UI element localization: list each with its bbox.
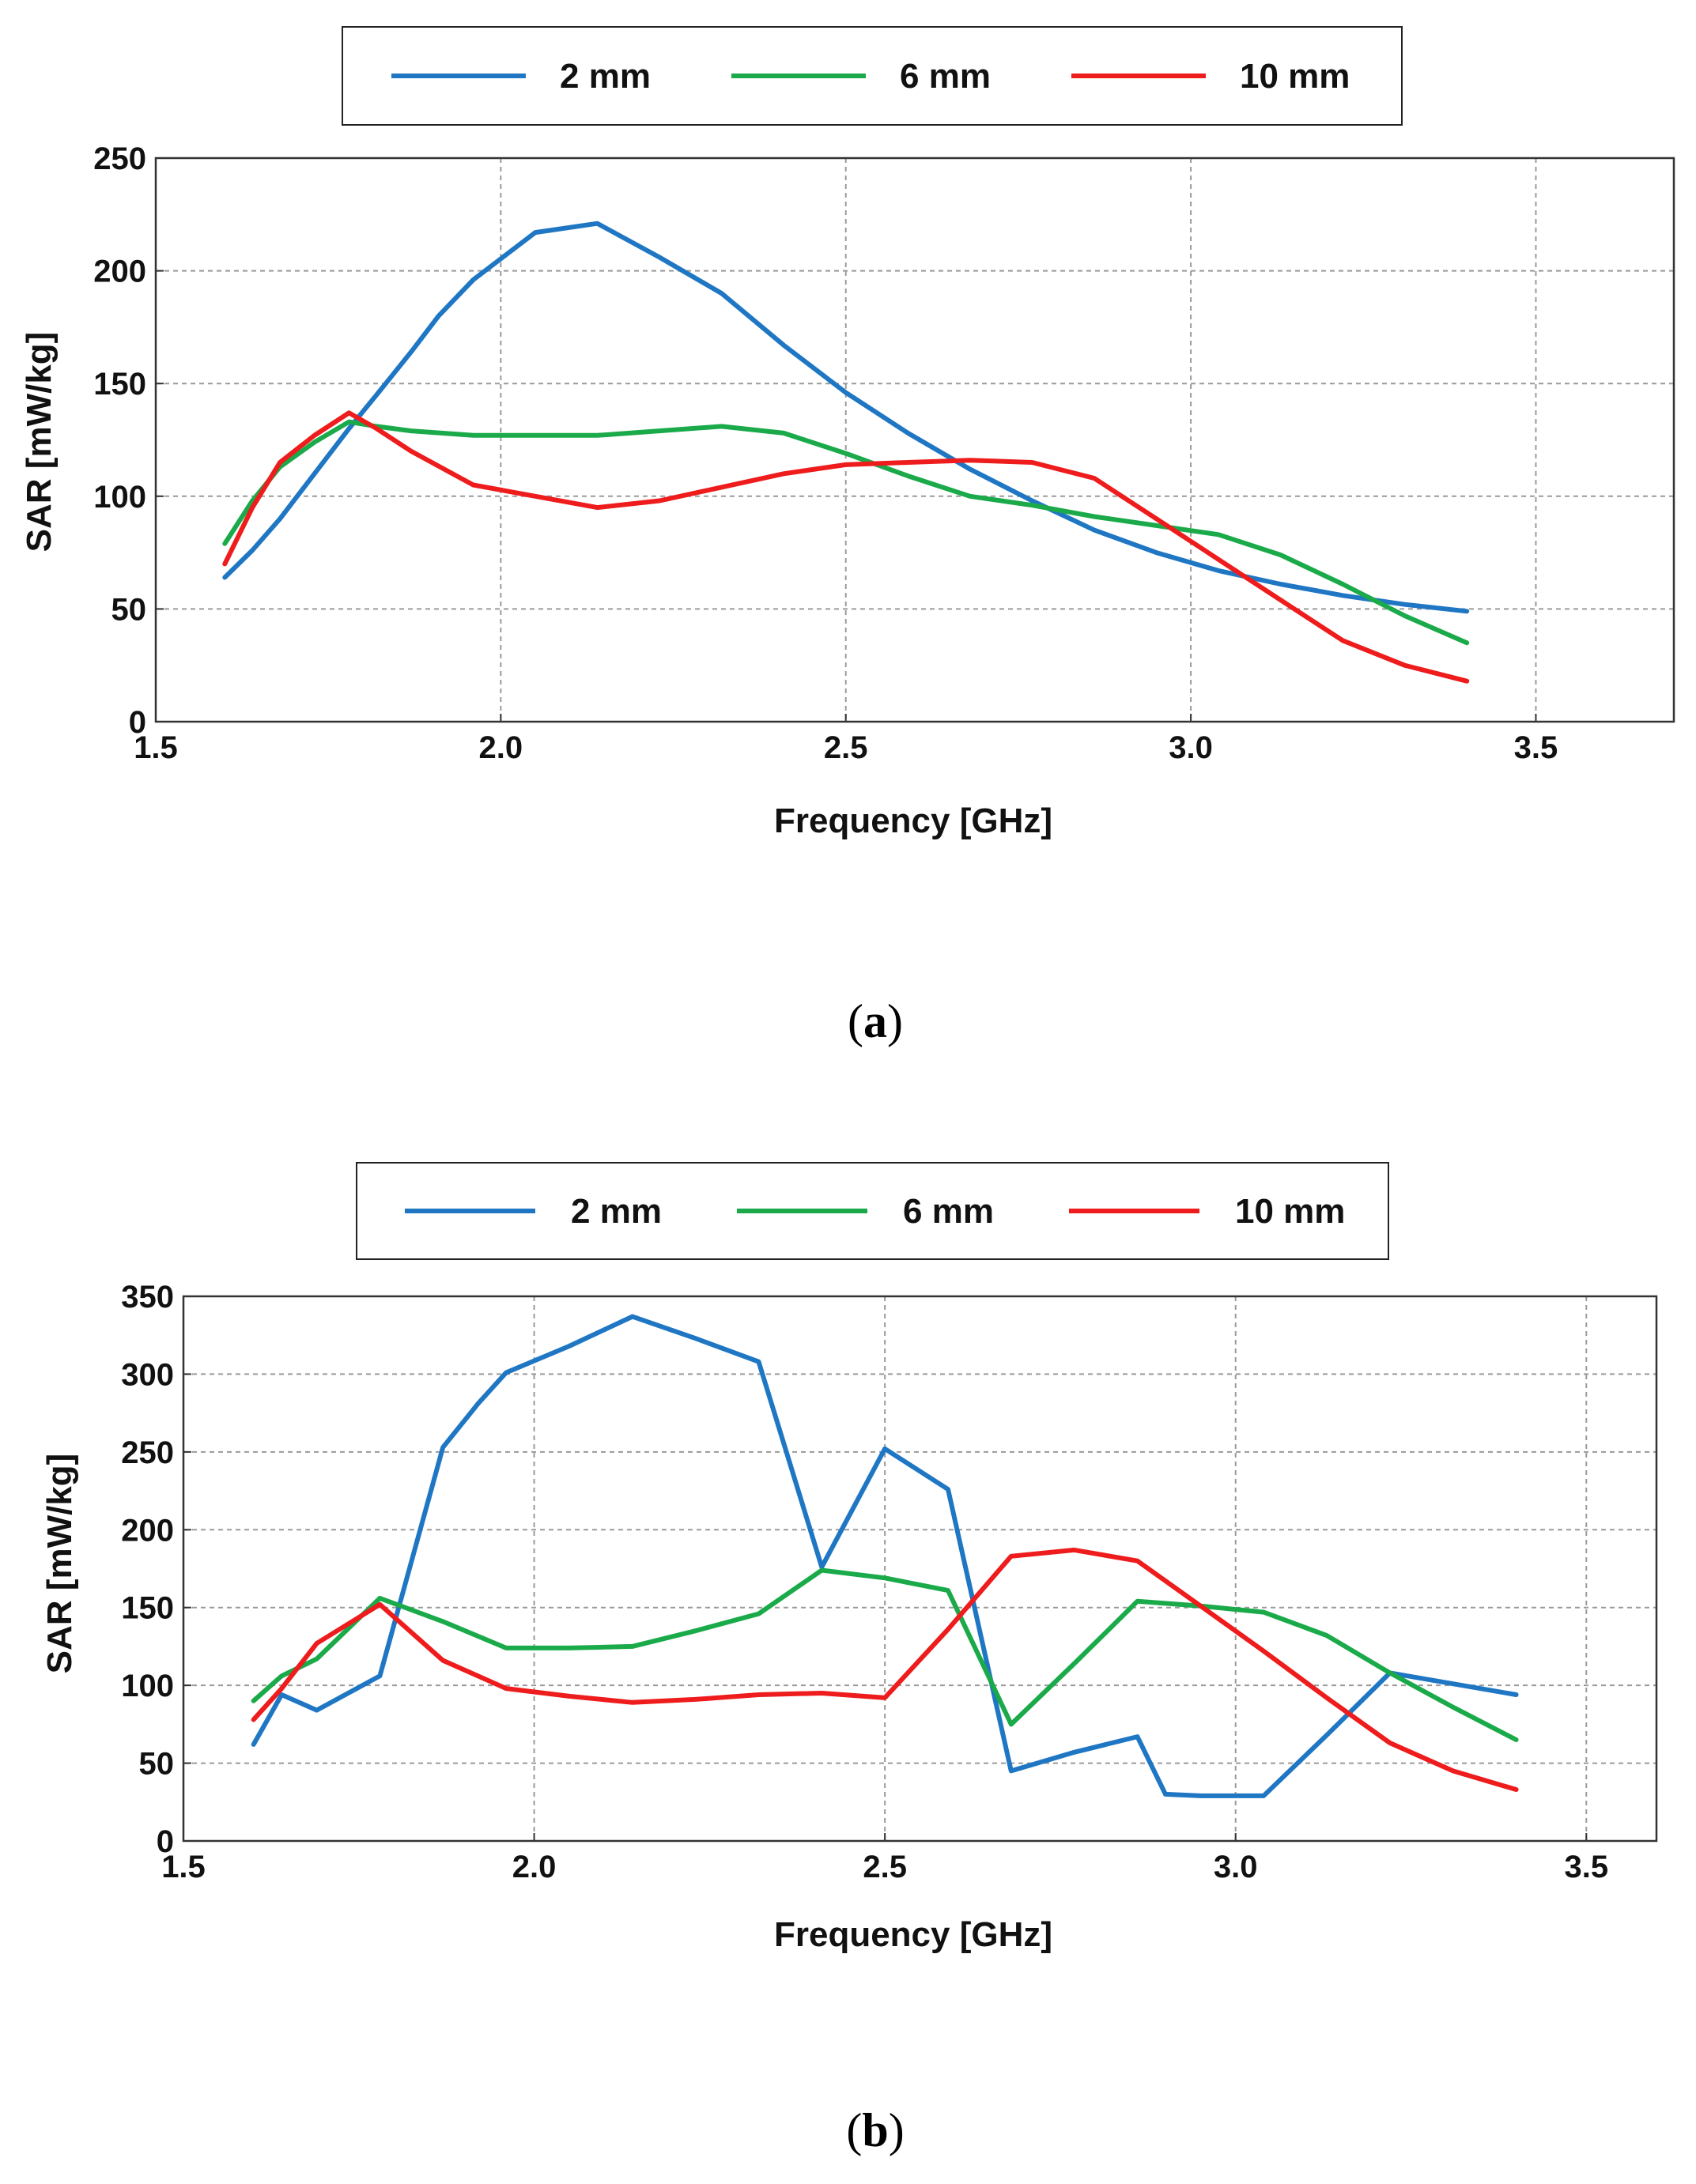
series-line-6mm (222, 419, 1470, 646)
plot-area-a: 1.5 2.0 2.5 3.0 3.5 0 50 100 150 200 250 (93, 141, 1675, 765)
x-tick-label: 1.5 (161, 1850, 206, 1884)
y-tick-label: 300 (121, 1357, 174, 1392)
y-axis-label-a: SAR [mW/kg] (20, 332, 59, 553)
x-tick-label: 3.5 (1514, 730, 1558, 765)
series-line-10mm (251, 1547, 1519, 1792)
plot-background (183, 1296, 1656, 1841)
series-line-2mm (251, 1314, 1519, 1798)
chart-panel-a: 2 mm 6 mm 10 mm 1.5 2.0 2.5 3.0 3.5 0 50 100 150… (20, 26, 1675, 1047)
y-tick-label: 200 (93, 255, 146, 289)
x-tick-label: 2.0 (512, 1850, 557, 1884)
series-line-10mm (222, 410, 1470, 684)
y-tick-label: 100 (93, 480, 146, 515)
y-tick-label: 50 (111, 592, 147, 627)
x-tick-label: 3.0 (1214, 1850, 1258, 1884)
x-tick-label: 2.5 (863, 1850, 907, 1884)
caption-a: (a) (848, 995, 903, 1047)
y-tick-label: 50 (139, 1747, 175, 1782)
x-tick-label: 3.5 (1564, 1850, 1608, 1884)
legend-a: 2 mm 6 mm 10 mm (342, 26, 1403, 126)
y-tick-label: 150 (93, 367, 146, 402)
x-axis-label-b: Frequency [GHz] (774, 1915, 1052, 1954)
x-tick-label: 2.0 (479, 730, 523, 765)
y-tick-label: 250 (93, 141, 146, 176)
y-tick-label: 100 (121, 1669, 174, 1703)
legend-label-6mm: 6 mm (903, 1192, 994, 1231)
plot-area-b: 1.5 2.0 2.5 3.0 3.5 0 50 100 150 200 250 300 350 (121, 1280, 1658, 1884)
series-line-2mm (222, 221, 1470, 614)
y-tick-label: 0 (129, 705, 146, 740)
legend-label-10mm: 10 mm (1240, 57, 1350, 96)
legend-label-10mm: 10 mm (1235, 1192, 1345, 1231)
x-tick-label: 1.5 (134, 730, 178, 765)
plot-frame (182, 1295, 1658, 1843)
y-tick-label: 0 (157, 1824, 174, 1859)
series-line-6mm (251, 1567, 1519, 1742)
y-axis-label-b: SAR [mW/kg] (40, 1454, 79, 1674)
caption-b: (b) (846, 2104, 904, 2156)
legend-b: 2 mm 6 mm 10 mm (356, 1162, 1389, 1260)
chart-panel-b: 2 mm 6 mm 10 mm 1.5 2.0 2.5 3.0 3.5 0 50 100 150… (40, 1162, 1658, 2156)
plot-background (156, 158, 1674, 722)
legend-label-6mm: 6 mm (900, 57, 991, 96)
caption-a-letter: a (863, 995, 887, 1047)
caption-b-letter: b (862, 2104, 888, 2156)
x-axis-label-a: Frequency [GHz] (774, 802, 1052, 840)
y-tick-label: 350 (121, 1280, 174, 1315)
x-tick-label: 3.0 (1169, 730, 1213, 765)
y-tick-label: 250 (121, 1435, 174, 1470)
x-tick-label: 2.5 (824, 730, 868, 765)
plot-frame (154, 157, 1675, 723)
y-tick-label: 200 (121, 1513, 174, 1548)
legend-label-2mm: 2 mm (560, 57, 651, 96)
y-tick-label: 150 (121, 1591, 174, 1626)
legend-label-2mm: 2 mm (571, 1192, 662, 1231)
